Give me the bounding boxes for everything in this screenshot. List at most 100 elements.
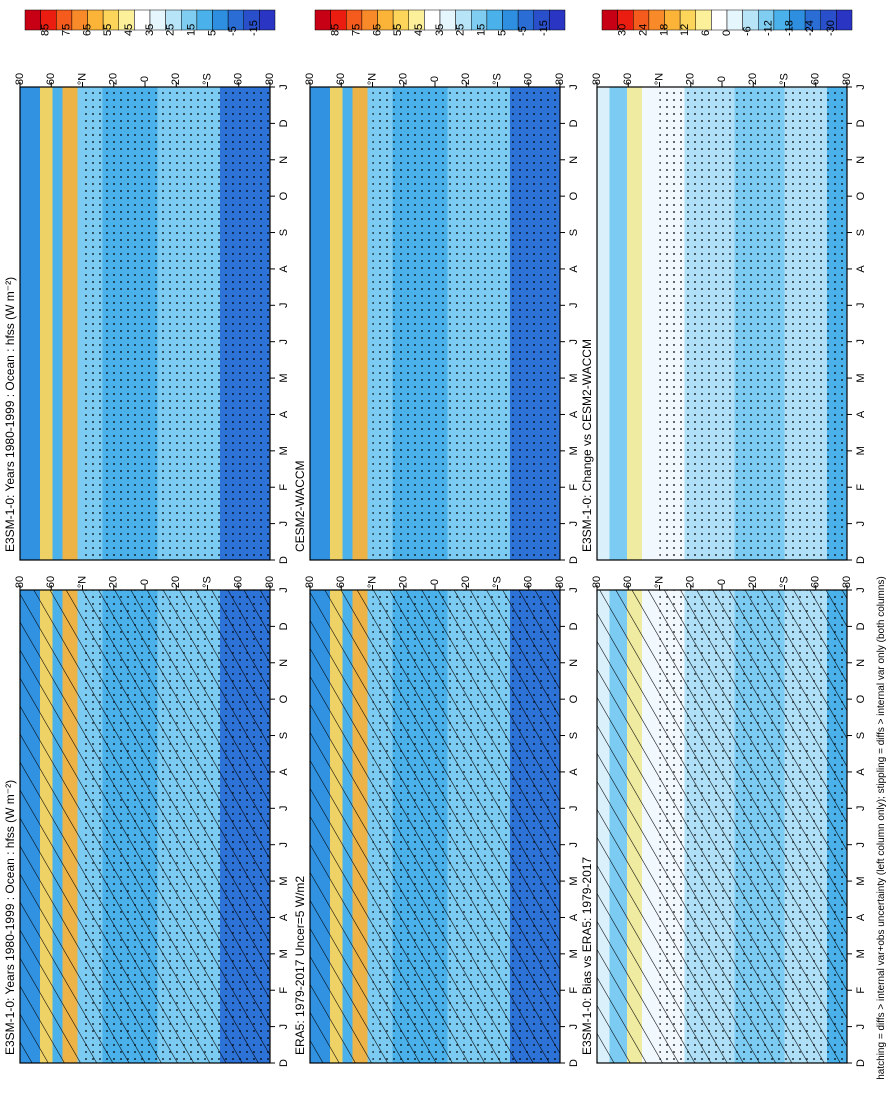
lat-tick-label: 60 [233, 576, 245, 588]
lat-tick-label: 80 [841, 73, 853, 85]
month-tick-label: F [278, 987, 290, 994]
month-tick-label: J [855, 521, 867, 527]
stippling-overlay [372, 87, 560, 560]
month-tick-label: J [568, 1024, 580, 1030]
footnote: hatching = diffs > internal var+obs unce… [876, 576, 887, 1080]
month-tick-label: F [568, 484, 580, 491]
colorbar-label: 45 [413, 24, 425, 36]
month-tick-label: J [855, 842, 867, 848]
month-tick-label: N [278, 156, 290, 164]
colorbar-label: 55 [102, 24, 114, 36]
month-tick-label: J [568, 521, 580, 527]
lat-tick-label: 20 [747, 73, 759, 85]
month-tick-label: J [855, 806, 867, 812]
colorbar-label: -30 [825, 20, 837, 36]
lat-tick-label: 80 [264, 576, 276, 588]
month-tick-label: J [568, 806, 580, 812]
month-tick-label: N [278, 659, 290, 667]
heatmap-band [310, 87, 330, 560]
lat-tick-label: 60 [622, 576, 634, 588]
panel-title: E3SM-1-0: Years 1980-1999 : Ocean : hfss… [3, 780, 17, 1055]
colorbar-0: 85 75 65 55 45 35 25 15 5 -5 -15 [24, 9, 276, 36]
month-tick-label: J [568, 303, 580, 309]
month-tick-label: D [568, 1059, 580, 1067]
lat-tick-label: 20 [170, 73, 182, 85]
month-tick-label: S [568, 229, 580, 236]
lat-tick-label: 60 [233, 73, 245, 85]
colorbar-label: -5 [227, 26, 239, 36]
lat-tick-label: 60 [810, 73, 822, 85]
month-tick-label: A [855, 913, 867, 921]
lat-tick-label: 60 [523, 73, 535, 85]
month-tick-label: M [855, 876, 867, 885]
lat-tick-label: 20 [747, 576, 759, 588]
month-tick-label: D [855, 556, 867, 564]
month-tick-label: S [568, 732, 580, 739]
heatmap-panel-2: 80 60 °N 20 0 20 °S 60 80 D J F M A M J J A S O N D J ERA5: 197… [293, 576, 580, 1067]
lat-tick-label: 60 [335, 73, 347, 85]
colorbar-swatch [836, 9, 853, 31]
month-tick-label: A [278, 768, 290, 776]
month-tick-label: O [568, 694, 580, 703]
lat-tick-label: 20 [685, 73, 697, 85]
month-tick-label: O [278, 191, 290, 200]
colorbar-swatch [212, 9, 229, 31]
month-tick-label: N [568, 659, 580, 667]
lat-tick-label: 60 [45, 576, 57, 588]
lat-tick-label: °N [653, 73, 665, 85]
lat-tick-label: °N [76, 576, 88, 588]
month-tick-label: J [855, 84, 867, 90]
panel-title: E3SM-1-0: Bias vs ERA5: 1979-2017 [580, 857, 594, 1055]
colorbar-swatch [711, 9, 728, 31]
colorbar-label: 55 [392, 24, 404, 36]
month-tick-label: S [855, 732, 867, 739]
lat-tick-label: 80 [304, 73, 316, 85]
month-tick-label: J [278, 806, 290, 812]
lat-tick-label: °S [491, 576, 503, 588]
lat-tick-label: 80 [554, 73, 566, 85]
month-tick-label: M [278, 949, 290, 958]
lat-tick-label: 0 [139, 76, 151, 82]
month-tick-label: J [278, 84, 290, 90]
lat-tick-label: 80 [14, 576, 26, 588]
lat-tick-label: 60 [810, 576, 822, 588]
heatmap-band [609, 87, 627, 560]
colorbar-label: 12 [679, 24, 691, 36]
month-tick-label: D [278, 1059, 290, 1067]
month-tick-label: D [568, 556, 580, 564]
lat-tick-label: 20 [108, 73, 120, 85]
month-tick-label: O [568, 191, 580, 200]
colorbar-label: -15 [248, 20, 260, 36]
month-tick-label: M [278, 373, 290, 382]
colorbar-swatch [695, 9, 712, 31]
colorbar-label: 0 [721, 30, 733, 36]
month-tick-label: D [278, 119, 290, 127]
heatmap-band [40, 87, 53, 560]
panel-title: CESM2-WACCM [293, 460, 307, 552]
month-tick-label: J [855, 587, 867, 593]
panel-title: E3SM-1-0: Change vs CESM2-WACCM [580, 339, 594, 552]
heatmap-band [20, 87, 40, 560]
heatmap-band [352, 87, 368, 560]
heatmap-band [627, 87, 642, 560]
colorbar-swatch [314, 9, 331, 31]
month-tick-label: M [855, 446, 867, 455]
lat-tick-label: 20 [108, 576, 120, 588]
colorbar-label: 30 [617, 24, 629, 36]
colorbar-label: 6 [700, 30, 712, 36]
lat-tick-label: 20 [685, 576, 697, 588]
month-tick-label: A [855, 768, 867, 776]
month-tick-label: O [278, 694, 290, 703]
heatmap-band [597, 87, 610, 560]
month-tick-label: D [278, 622, 290, 630]
lat-tick-label: °S [201, 73, 213, 85]
month-tick-label: J [855, 303, 867, 309]
month-tick-label: A [278, 265, 290, 273]
month-tick-label: A [568, 410, 580, 418]
lat-tick-label: 0 [429, 579, 441, 585]
month-tick-label: D [855, 119, 867, 127]
heatmap-panel-4: 80 60 °N 20 0 20 °S 60 80 D J F M A M J J A S O N D J E3SM-1-0:… [580, 576, 867, 1067]
month-tick-label: M [855, 373, 867, 382]
month-tick-label: F [855, 987, 867, 994]
colorbar-swatch [549, 9, 566, 31]
